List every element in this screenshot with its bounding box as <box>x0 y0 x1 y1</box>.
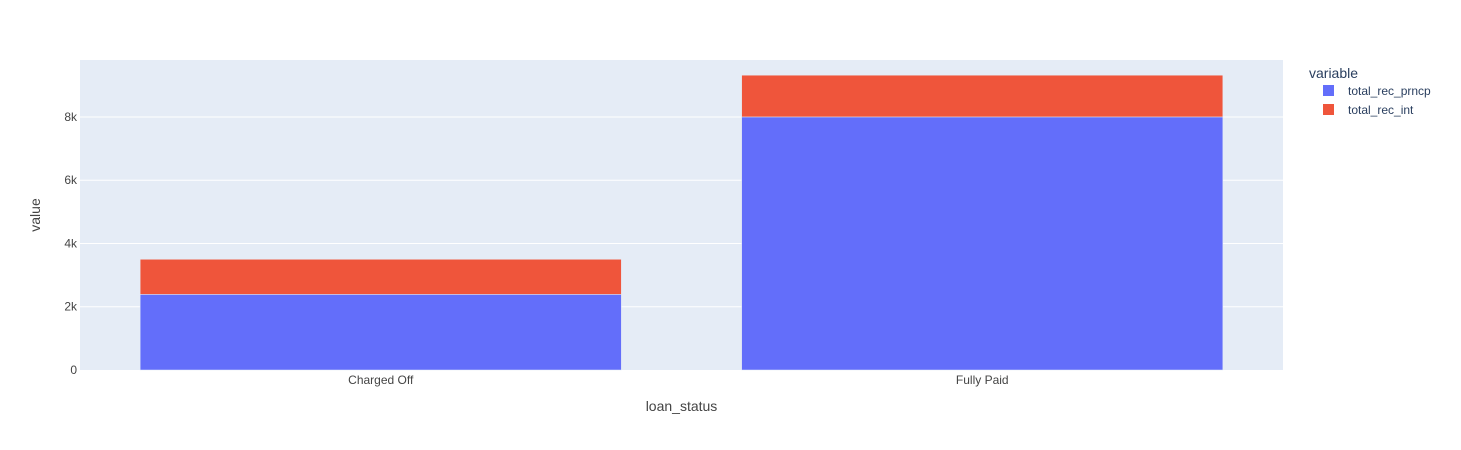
x-axis-title: loan_status <box>646 398 718 414</box>
y-tick-label: 2k <box>64 300 78 314</box>
y-axis-ticks: 0 2k 4k 6k 8k <box>64 110 78 377</box>
y-tick-label: 8k <box>64 110 78 124</box>
x-tick-label: Fully Paid <box>956 373 1009 387</box>
y-tick-label: 6k <box>64 173 78 187</box>
legend-title: variable <box>1309 65 1358 81</box>
x-tick-label: Charged Off <box>348 373 414 387</box>
y-axis-title: value <box>27 198 43 232</box>
y-tick-label: 4k <box>64 236 78 250</box>
bar-total_rec_int <box>741 74 1224 118</box>
bar-total_rec_prncp <box>139 294 622 371</box>
x-axis-ticks: Charged Off Fully Paid <box>348 373 1008 387</box>
legend-label: total_rec_prncp <box>1348 84 1431 98</box>
bar-total_rec_int <box>139 259 622 295</box>
legend: variable total_rec_prncp total_rec_int <box>1309 65 1431 117</box>
y-tick-label: 0 <box>70 363 77 377</box>
legend-label: total_rec_int <box>1348 103 1414 117</box>
bar-total_rec_prncp <box>741 116 1224 371</box>
bars <box>139 74 1224 371</box>
legend-swatch <box>1323 104 1334 115</box>
legend-swatch <box>1323 85 1334 96</box>
